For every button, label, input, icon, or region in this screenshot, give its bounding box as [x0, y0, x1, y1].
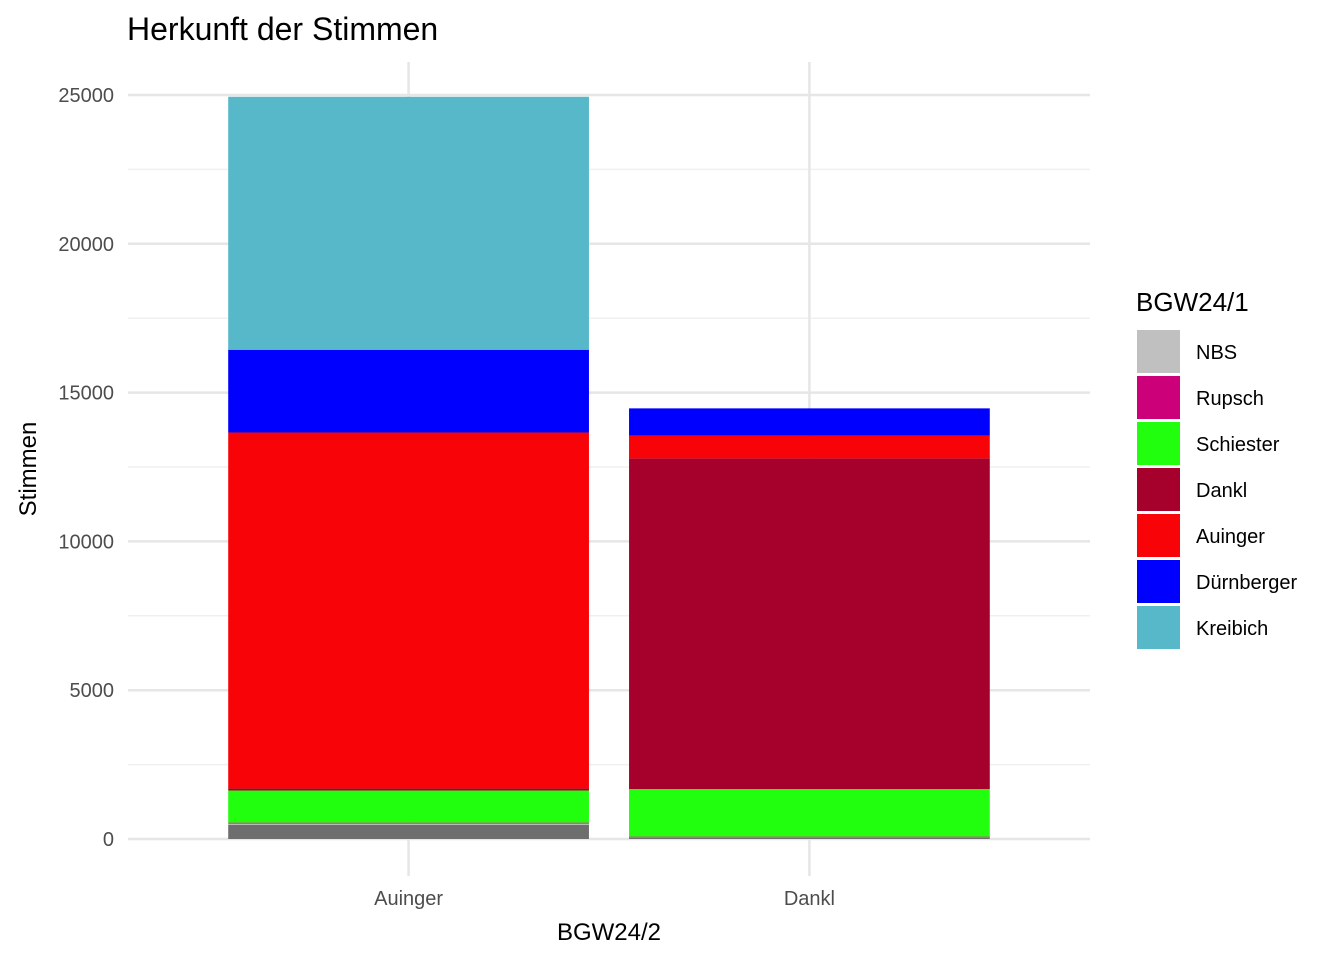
legend-label: Dankl — [1196, 480, 1247, 502]
bar-segment — [228, 788, 589, 791]
x-tick-label: Auinger — [374, 888, 443, 910]
y-tick-label: 0 — [103, 829, 114, 851]
legend-label: Kreibich — [1196, 618, 1268, 640]
legend-title: BGW24/1 — [1136, 287, 1249, 317]
bar-segment — [629, 458, 990, 790]
legend-label: Auinger — [1196, 526, 1265, 548]
bar-segment — [228, 349, 589, 433]
y-axis-ticks: 0 5000 10000 15000 20000 25000 — [58, 85, 114, 851]
bar-segment — [228, 822, 589, 824]
legend-label: Rupsch — [1196, 388, 1264, 410]
bar-segment — [629, 837, 990, 839]
bar-segment — [629, 408, 990, 436]
bar-segment — [228, 824, 589, 839]
x-axis-title: BGW24/2 — [557, 919, 661, 946]
y-tick-label: 5000 — [70, 680, 115, 702]
x-axis-ticks: Auinger Dankl — [374, 888, 835, 910]
legend-swatch — [1137, 376, 1180, 419]
y-tick-label: 15000 — [58, 383, 114, 405]
bars — [228, 96, 990, 839]
bar-segment — [629, 836, 990, 838]
y-tick-label: 20000 — [58, 234, 114, 256]
bar-segment — [629, 836, 990, 838]
bar-segment — [228, 790, 589, 823]
y-tick-label: 25000 — [58, 85, 114, 107]
legend-swatch — [1137, 468, 1180, 511]
legend-label: Dürnberger — [1196, 572, 1298, 594]
legend: BGW24/1 NBS Rupsch Schiester Dankl Auinger Dü… — [1136, 287, 1298, 649]
y-axis-title: Stimmen — [15, 422, 42, 517]
legend-label: NBS — [1196, 342, 1237, 364]
legend-swatch — [1137, 606, 1180, 649]
bar-segment — [629, 435, 990, 459]
bar-segment — [629, 789, 990, 837]
bar-segment — [228, 823, 589, 825]
legend-swatch — [1137, 330, 1180, 373]
legend-swatch — [1137, 514, 1180, 557]
legend-label: Schiester — [1196, 434, 1280, 456]
x-tick-label: Dankl — [784, 888, 835, 910]
legend-swatch — [1137, 422, 1180, 465]
bar-segment — [228, 96, 589, 350]
chart-title: Herkunft der Stimmen — [127, 11, 438, 47]
legend-swatch — [1137, 560, 1180, 603]
bar-segment — [228, 432, 589, 789]
y-tick-label: 10000 — [58, 531, 114, 553]
